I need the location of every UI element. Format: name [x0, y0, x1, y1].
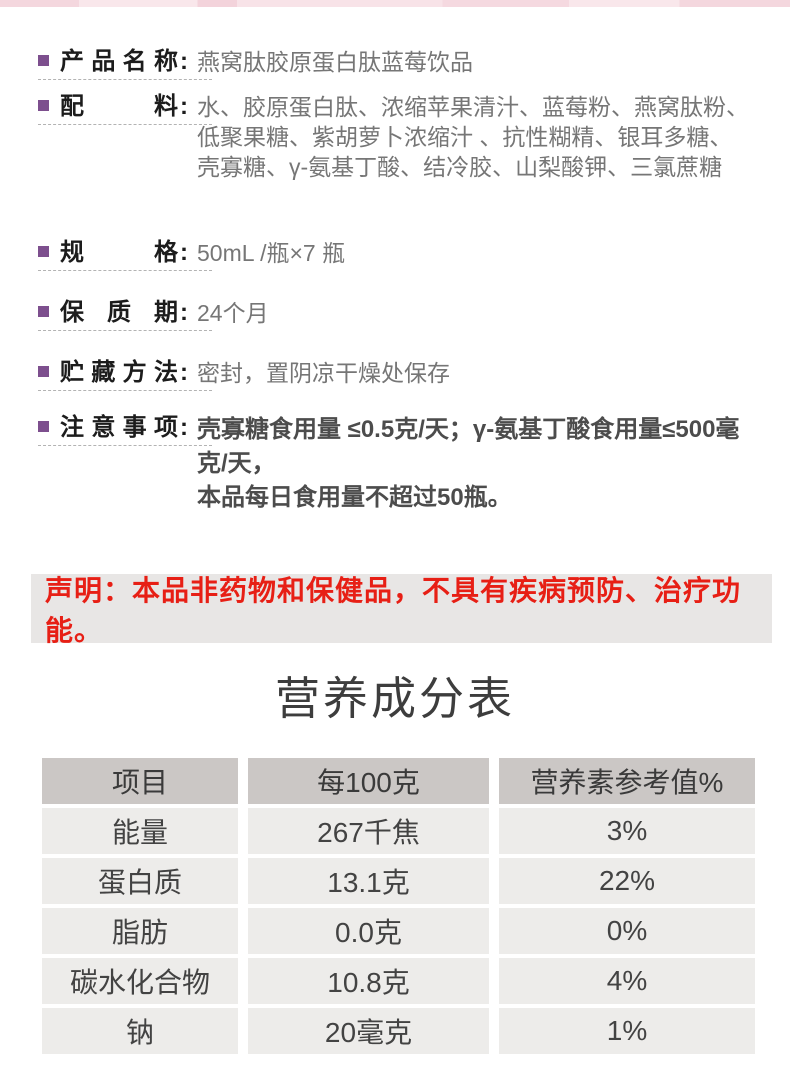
info-label-colon: :	[180, 48, 188, 75]
nutrition-cell: 13.1克	[248, 858, 489, 904]
nutrition-table: 项目 每100克 营养素参考值% 能量 267千焦 3% 蛋白质 13.1克 22% 脂肪 0.0克…	[42, 758, 755, 1054]
square-bullet-icon	[38, 306, 49, 317]
nutrition-cell: 能量	[42, 808, 238, 854]
info-label: 贮藏方法	[38, 358, 212, 391]
square-bullet-icon	[38, 246, 49, 257]
nutrition-cell: 3%	[499, 808, 755, 854]
nutrition-cell: 0.0克	[248, 908, 489, 954]
nutrition-cell: 钠	[42, 1008, 238, 1054]
nutrition-cell: 蛋白质	[42, 858, 238, 904]
info-label-colon: :	[180, 359, 188, 386]
info-label: 注意事项	[38, 413, 212, 446]
square-bullet-icon	[38, 55, 49, 66]
nutrition-cell: 1%	[499, 1008, 755, 1054]
declaration-text: 声明：本品非药物和保健品，不具有疾病预防、治疗功能。	[45, 574, 742, 646]
dashed-underline	[38, 124, 212, 125]
info-row: 产品名称: 燕窝肽胶原蛋白肽蓝莓饮品	[38, 47, 755, 80]
info-value: 壳寡糖食用量 ≤0.5克/天；γ-氨基丁酸食用量≤500毫克/天， 本品每日食用…	[197, 416, 740, 511]
info-row: 配料: 水、胶原蛋白肽、浓缩苹果清汁、蓝莓粉、燕窝肽粉、 低聚果糖、紫胡萝卜浓缩汁…	[38, 92, 755, 182]
dashed-underline	[38, 330, 212, 331]
nutrition-cell: 0%	[499, 908, 755, 954]
info-label: 产品名称	[38, 47, 212, 80]
info-value: 水、胶原蛋白肽、浓缩苹果清汁、蓝莓粉、燕窝肽粉、 低聚果糖、紫胡萝卜浓缩汁 、抗…	[197, 94, 749, 180]
nutrition-cell: 10.8克	[248, 958, 489, 1004]
nutrition-cell: 267千焦	[248, 808, 489, 854]
info-row: 注意事项: 壳寡糖食用量 ≤0.5克/天；γ-氨基丁酸食用量≤500毫克/天， 本…	[38, 413, 755, 515]
info-row: 规格:50mL /瓶×7 瓶	[38, 238, 755, 271]
square-bullet-icon	[38, 100, 49, 111]
info-label: 保质期	[38, 298, 212, 331]
dashed-underline	[38, 270, 212, 271]
nutrition-cell: 碳水化合物	[42, 958, 238, 1004]
info-value: 50mL /瓶×7 瓶	[197, 240, 346, 266]
info-label: 规格	[38, 238, 212, 271]
product-info-section: 产品名称: 燕窝肽胶原蛋白肽蓝莓饮品配料: 水、胶原蛋白肽、浓缩苹果清汁、蓝莓粉、燕…	[0, 7, 790, 515]
nutrition-cell: 22%	[499, 858, 755, 904]
square-bullet-icon	[38, 421, 49, 432]
info-row: 保质期:24个月	[38, 298, 755, 331]
top-pink-strip	[0, 0, 790, 7]
nutrition-cell: 20毫克	[248, 1008, 489, 1054]
nutrition-cell: 脂肪	[42, 908, 238, 954]
dashed-underline	[38, 445, 212, 446]
dashed-underline	[38, 390, 212, 391]
declaration-banner: 声明：本品非药物和保健品，不具有疾病预防、治疗功能。	[31, 574, 772, 646]
info-label-colon: :	[180, 414, 188, 441]
nutrition-header-cell: 项目	[42, 758, 238, 804]
dashed-underline	[38, 79, 212, 80]
nutrition-header-cell: 营养素参考值%	[499, 758, 755, 804]
info-value: 24个月	[197, 300, 269, 326]
nutrition-cell: 4%	[499, 958, 755, 1004]
info-row: 贮藏方法: 密封，置阴凉干燥处保存	[38, 358, 755, 391]
info-label: 配料	[38, 92, 212, 125]
square-bullet-icon	[38, 366, 49, 377]
nutrition-header-cell: 每100克	[248, 758, 489, 804]
info-value: 密封，置阴凉干燥处保存	[197, 360, 450, 386]
info-label-colon: :	[180, 299, 188, 326]
info-value: 燕窝肽胶原蛋白肽蓝莓饮品	[197, 49, 473, 75]
nutrition-title: 营养成分表	[274, 673, 515, 724]
info-label-colon: :	[180, 239, 188, 266]
info-label-colon: :	[180, 93, 188, 120]
